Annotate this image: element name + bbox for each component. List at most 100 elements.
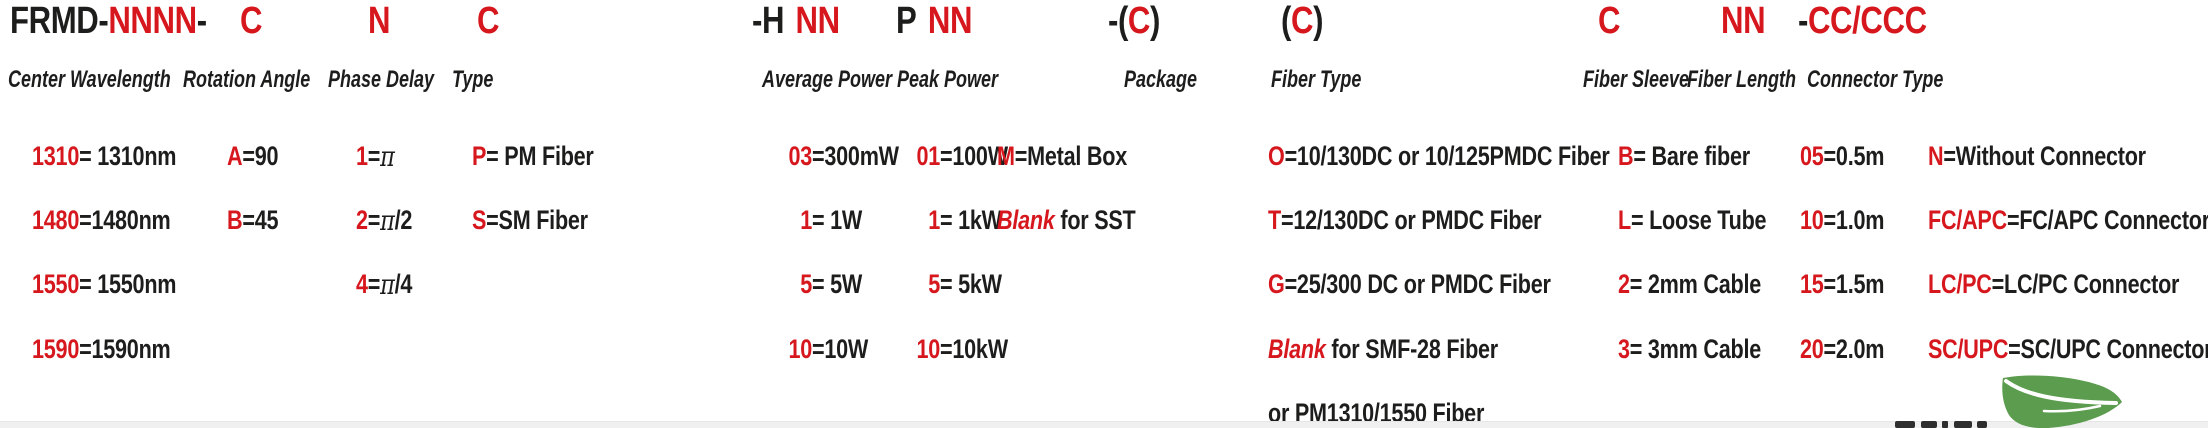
code-placeholder: C [477,0,500,42]
equals-sign: = [367,204,381,235]
values-center-wavelength: 1310 = 1310nm 1480 =1480nm 1550 = 1550nm 15… [32,124,212,381]
value-row: 1590 =1590nm [32,317,176,381]
value-code: 2 [1618,269,1630,300]
value-row: Blank for SMF-28 Fiber [1268,317,1610,381]
equals-sign: = [367,269,381,300]
value-desc: for SST [1054,204,1136,235]
value-code-blank: Blank [997,204,1055,235]
value-row: 10 =10kW [908,317,1008,381]
value-desc: =Without Connector [1943,140,2146,171]
code-placeholder: C [240,0,263,42]
value-row: 4 = π/4 [356,253,412,317]
value-row: SC/UPC =SC/UPC Connector [1928,317,2208,381]
value-desc: =10kW [940,333,1008,364]
value-desc: =12/130DC or PMDC Fiber [1280,204,1542,235]
value-row: B =45 [227,188,279,252]
value-row: FC/APC =FC/APC Connector [1928,188,2208,252]
values-peak-power: 01 =100W 1 = 1kW 5 = 5kW 10 =10kW [908,124,1033,381]
code-segment-package: -(C) [1108,0,1160,43]
value-row: 03 =300mW [780,124,899,188]
value-desc: =1.0m [1823,204,1885,235]
code-text: - [196,0,207,42]
value-row: Blank for SST [997,188,1136,252]
value-row: 1 = 1kW [908,188,1008,252]
value-row: G =25/300 DC or PMDC Fiber [1268,253,1610,317]
value-code: 1550 [32,269,80,300]
value-row: 10 =1.0m [1800,188,1884,252]
value-row: 2 = 2mm Cable [1618,253,1766,317]
value-row: 1 = 1W [780,188,899,252]
code-segment-connector-type: -CC/CCC [1798,0,1927,43]
value-code: 03 [788,140,812,171]
column-header-center-wavelength: Center Wavelength [8,66,171,93]
code-text: ) [1313,0,1324,42]
code-segment-type: C [477,0,500,43]
code-placeholder: C [1598,0,1621,42]
value-code: 1 [928,204,940,235]
value-code: 5 [928,269,940,300]
value-row: O =10/130DC or 10/125PMDC Fiber [1268,124,1610,188]
value-desc: = Bare fiber [1633,140,1750,171]
value-desc: =1.5m [1823,269,1885,300]
leaf-logo-icon [1895,375,2122,428]
code-segment-phase-delay: N [368,0,391,43]
values-phase-delay: 1 = π 2 = π/2 4 = π/4 [356,124,426,317]
value-desc: =90 [242,140,279,171]
value-row: 5 = 5kW [908,253,1008,317]
code-text: ) [1150,0,1161,42]
code-text: P [896,0,917,42]
value-code: 4 [356,269,368,300]
value-code: 1 [356,140,368,171]
value-desc: = Loose Tube [1630,204,1767,235]
code-segment-rotation-angle: C [240,0,263,43]
value-code: A [227,140,243,171]
code-text: ( [1281,0,1291,42]
value-code: L [1618,204,1631,235]
code-placeholder: NN [927,0,973,42]
value-row: L = Loose Tube [1618,188,1767,252]
column-header-fiber-length: Fiber Length [1687,66,1796,93]
value-row: 20 =2.0m [1800,317,1884,381]
value-code: S [472,204,487,235]
value-code: T [1268,204,1281,235]
value-code: M [997,140,1015,171]
value-desc: =300mW [812,140,899,171]
value-desc: =1480nm [79,204,171,235]
value-row: B = Bare fiber [1618,124,1766,188]
code-placeholder: C [1290,0,1314,42]
pi-symbol: π [380,203,395,237]
value-code: 01 [916,140,940,171]
value-desc: = PM Fiber [486,140,594,171]
value-code: 10 [788,333,812,364]
value-code: 10 [916,333,940,364]
value-desc: =10/130DC or 10/125PMDC Fiber [1284,140,1610,171]
values-connector-type: N =Without Connector FC/APC =FC/APC Connec… [1928,124,2208,381]
value-code: 20 [1800,333,1824,364]
values-rotation-angle: A =90 B =45 [227,124,291,253]
value-code: 2 [356,204,368,235]
value-row: 05 =0.5m [1800,124,1884,188]
pi-symbol: π [380,268,395,302]
value-desc: = 1550nm [79,269,177,300]
value-desc: = 2mm Cable [1629,269,1761,300]
value-code: G [1268,269,1285,300]
values-package: M =Metal Box Blank for SST [997,124,1170,253]
value-code: B [227,204,243,235]
column-header-connector-type: Connector Type [1807,66,1944,93]
value-desc: = 5kW [940,269,1002,300]
value-row: 2 = π/2 [356,188,412,252]
column-header-package: Package [1124,66,1198,93]
code-placeholder: N [368,0,391,42]
pi-symbol: π [380,139,395,173]
value-row: T =12/130DC or PMDC Fiber [1268,188,1610,252]
column-header-peak-power: Peak Power [897,66,999,93]
code-segment-center-wavelength: FRMD-NNNN- [10,0,207,43]
code-text: -( [1108,0,1128,42]
code-segment-fiber-sleeve: C [1598,0,1621,43]
values-fiber-type: O =10/130DC or 10/125PMDC Fiber T =12/130D… [1268,124,1695,428]
column-header-rotation-angle: Rotation Angle [183,66,311,93]
value-code: 10 [1800,204,1824,235]
value-row: 1310 = 1310nm [32,124,176,188]
code-placeholder: NN [795,0,841,42]
